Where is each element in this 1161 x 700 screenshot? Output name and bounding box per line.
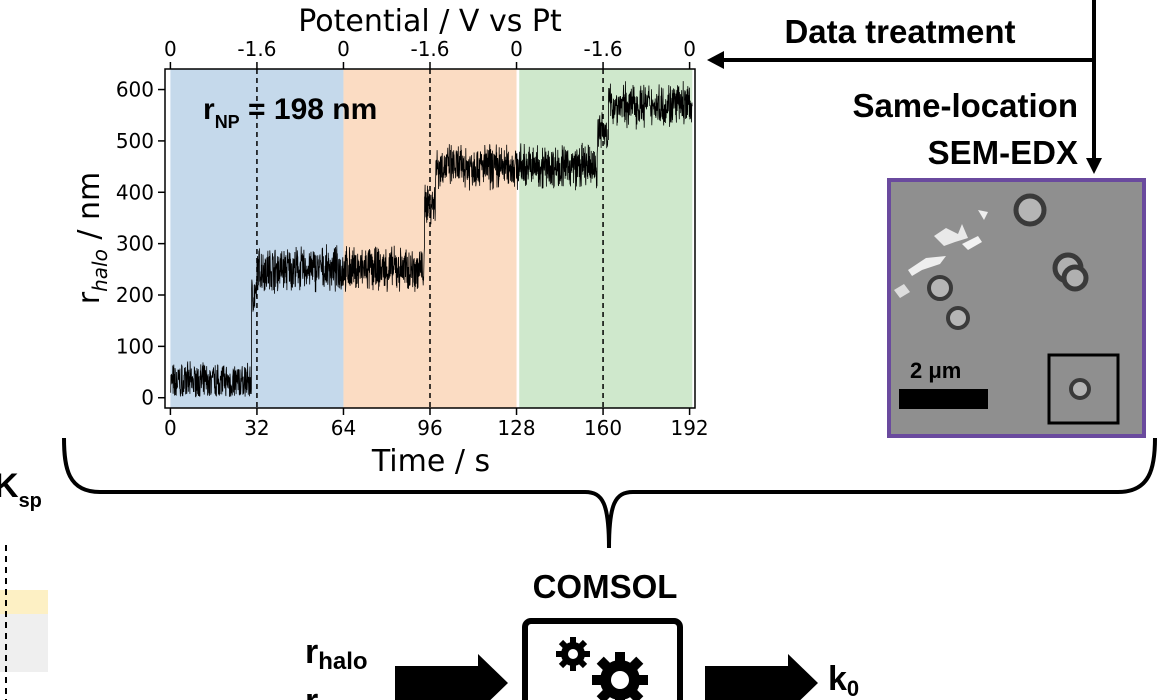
y-tick-label: 400 (116, 180, 154, 204)
comsol-box (522, 618, 683, 700)
left-arrow-head (707, 51, 724, 69)
gears-icon (556, 637, 648, 700)
sem-edx-label: SEM-EDX (928, 134, 1078, 171)
series-line (170, 81, 693, 398)
sem-particle (1069, 378, 1091, 400)
top-tick-label: 0 (510, 37, 523, 61)
data-trace (170, 81, 693, 398)
data-treatment-label: Data treatment (784, 13, 1015, 50)
sem-flake (894, 284, 910, 298)
output-arrow (705, 654, 818, 700)
y-axis-label: rhalo / nm (72, 172, 112, 305)
scale-bar-label: 2 μm (910, 358, 961, 383)
sem-particle (1061, 264, 1089, 292)
top-tick-label: 0 (337, 37, 350, 61)
x-tick-label: 128 (497, 416, 535, 440)
y-tick-label: 500 (116, 129, 154, 153)
y-tick-label: 100 (116, 334, 154, 358)
x-tick-label: 160 (584, 416, 622, 440)
top-tick-label: -1.6 (237, 37, 276, 61)
left-gray-patch (0, 614, 48, 672)
x-tick-label: 32 (244, 416, 269, 440)
sem-particle (946, 306, 970, 330)
curly-brace (62, 437, 1157, 549)
sem-flake (962, 236, 982, 250)
input-arrow (395, 654, 508, 700)
rnp-annotation: rNP = 198 nm (203, 93, 377, 132)
down-arrow-head (1086, 158, 1102, 174)
left-yellow-patch (0, 590, 48, 614)
same-location-label: Same-location (852, 87, 1078, 124)
sem-particle (1013, 193, 1047, 227)
sem-flake (978, 210, 988, 220)
x-tick-label: 0 (164, 416, 177, 440)
output-k0-label: k0 (828, 660, 859, 700)
y-tick-label: 600 (116, 78, 154, 102)
top-tick-label: 0 (164, 37, 177, 61)
top-tick-label: -1.6 (410, 37, 449, 61)
sem-flake (934, 224, 968, 246)
top-axis-label: Potential / V vs Pt (298, 4, 562, 39)
top-tick-label: 0 (683, 37, 696, 61)
y-tick-label: 300 (116, 232, 154, 256)
x-tick-label: 192 (670, 416, 708, 440)
y-tick-label: 200 (116, 283, 154, 307)
y-tick-label: 0 (141, 386, 154, 410)
shaded-region (519, 69, 693, 408)
sem-highlight-box (1047, 353, 1120, 425)
comsol-label: COMSOL (533, 568, 678, 605)
x-axis-label: Time / s (371, 444, 490, 479)
sem-particle (927, 275, 953, 301)
time-trace-chart: 0 32 64 96 128 160 192 0 100 200 300 400 500 600 0 -1.6… (72, 4, 709, 479)
top-tick-label: -1.6 (584, 37, 623, 61)
input-r-label: r (305, 682, 318, 700)
axis-ticks: 0 32 64 96 128 160 192 0 100 200 300 400 500 600 0 -1.6… (116, 37, 709, 440)
x-tick-label: 96 (417, 416, 442, 440)
input-rhalo-label: rhalo (305, 633, 368, 675)
scale-bar (899, 389, 988, 409)
ksp-label: Ksp (0, 467, 42, 512)
sem-image: 2 μm (887, 178, 1146, 438)
x-tick-label: 64 (331, 416, 356, 440)
sem-flake (908, 256, 946, 276)
